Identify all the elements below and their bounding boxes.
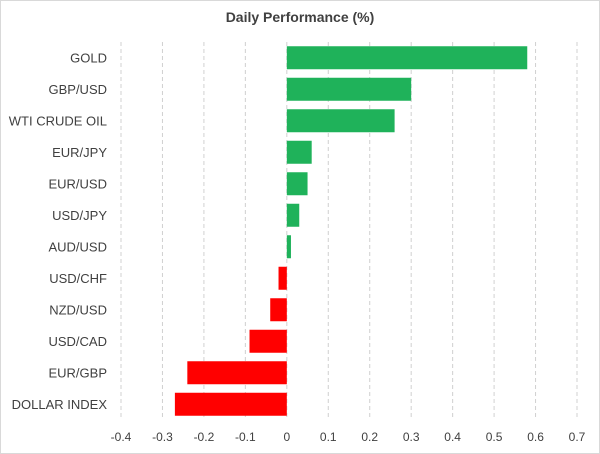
bar bbox=[286, 203, 300, 227]
x-tick-label: 0 bbox=[283, 430, 290, 444]
chart-title: Daily Performance (%) bbox=[225, 9, 375, 25]
category-label: WTI CRUDE OIL bbox=[9, 113, 107, 128]
category-label: EUR/USD bbox=[48, 176, 107, 191]
x-tick-label: 0.4 bbox=[444, 430, 461, 444]
x-tick-label: 0.5 bbox=[486, 430, 503, 444]
bar bbox=[286, 172, 308, 196]
category-label: EUR/GBP bbox=[48, 365, 107, 380]
category-label: EUR/JPY bbox=[52, 145, 107, 160]
x-tick-label: -0.4 bbox=[111, 430, 132, 444]
category-label: GOLD bbox=[70, 50, 107, 65]
x-tick-label: 0.3 bbox=[403, 430, 420, 444]
bar bbox=[187, 361, 287, 385]
category-label: USD/CHF bbox=[49, 271, 107, 286]
category-label: USD/CAD bbox=[48, 334, 107, 349]
category-label: USD/JPY bbox=[52, 208, 107, 223]
bar bbox=[174, 392, 287, 416]
category-label: NZD/USD bbox=[49, 302, 107, 317]
bar bbox=[270, 298, 287, 322]
category-label: DOLLAR INDEX bbox=[12, 397, 108, 412]
category-label: GBP/USD bbox=[48, 82, 107, 97]
x-tick-label: -0.2 bbox=[194, 430, 215, 444]
x-tick-label: -0.3 bbox=[152, 430, 173, 444]
bar bbox=[286, 140, 312, 164]
x-tick-label: 0.2 bbox=[361, 430, 378, 444]
x-tick-label: 0.6 bbox=[527, 430, 544, 444]
bar bbox=[278, 266, 287, 290]
x-tick-label: -0.1 bbox=[235, 430, 256, 444]
bar bbox=[286, 109, 395, 133]
bar bbox=[286, 46, 528, 70]
bar bbox=[249, 329, 287, 353]
bar bbox=[286, 77, 412, 101]
bar bbox=[286, 235, 291, 259]
x-tick-label: 0.7 bbox=[569, 430, 586, 444]
x-tick-label: 0.1 bbox=[320, 430, 337, 444]
category-label: AUD/USD bbox=[48, 239, 107, 254]
